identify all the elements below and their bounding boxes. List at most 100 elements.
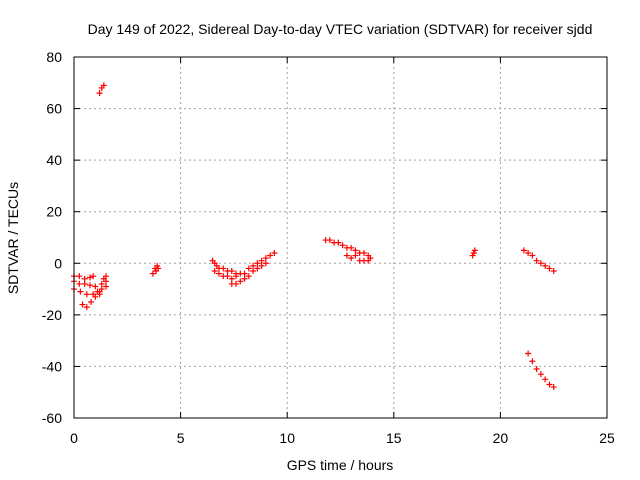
y-tick-label: 60 (46, 101, 62, 117)
grid (74, 57, 607, 418)
data-point (533, 257, 540, 264)
data-point (529, 358, 536, 365)
data-point (258, 262, 265, 269)
data-points (71, 82, 557, 391)
data-point (96, 291, 103, 298)
data-point (550, 268, 557, 275)
axis-ticks: 0 5 10 15 20 25 -60 -40 -20 0 20 40 60 80 (42, 49, 615, 446)
series-seg-0 (71, 273, 109, 311)
y-tick-label: -60 (42, 410, 62, 426)
y-tick-label: 80 (46, 49, 62, 65)
y-tick-label: -20 (42, 307, 62, 323)
data-point (352, 252, 359, 259)
data-point (102, 278, 109, 285)
series-seg-2 (149, 262, 162, 277)
data-point (245, 265, 252, 272)
data-point (525, 350, 532, 357)
data-point (81, 275, 88, 282)
data-point (83, 291, 90, 298)
data-point (76, 273, 83, 280)
data-point (343, 252, 350, 259)
data-point (525, 249, 532, 256)
data-point (76, 280, 83, 287)
data-point (215, 270, 222, 277)
plot-frame (73, 56, 608, 419)
y-tick-label: 0 (54, 255, 62, 271)
data-point (250, 268, 257, 275)
data-point (267, 252, 274, 259)
data-point (348, 244, 355, 251)
data-point (149, 270, 156, 277)
series-seg-3 (209, 249, 278, 287)
data-point (352, 247, 359, 254)
data-point (241, 270, 248, 277)
data-point (233, 280, 240, 287)
x-tick-label: 20 (493, 430, 509, 446)
data-point (537, 371, 544, 378)
data-point (533, 366, 540, 373)
y-tick-label: -40 (42, 358, 62, 374)
data-point (546, 381, 553, 388)
data-point (233, 273, 240, 280)
data-point (88, 298, 95, 305)
data-point (262, 260, 269, 267)
data-point (271, 249, 278, 256)
data-point (367, 255, 374, 262)
data-point (542, 376, 549, 383)
data-point (258, 257, 265, 264)
data-point (92, 293, 99, 300)
data-point (537, 260, 544, 267)
chart-title: Day 149 of 2022, Sidereal Day-to-day VTE… (88, 21, 593, 37)
data-point (102, 273, 109, 280)
data-point (79, 301, 86, 308)
y-tick-label: 20 (46, 204, 62, 220)
data-point (262, 255, 269, 262)
data-point (86, 274, 93, 281)
data-point (335, 239, 342, 246)
data-point (542, 262, 549, 269)
data-point (81, 280, 88, 287)
data-point (360, 249, 367, 256)
x-tick-label: 10 (279, 430, 295, 446)
data-point (250, 262, 257, 269)
data-point (254, 265, 261, 272)
data-point (241, 275, 248, 282)
data-point (520, 247, 527, 254)
x-tick-label: 15 (386, 430, 402, 446)
data-point (92, 283, 99, 290)
data-point (237, 278, 244, 285)
data-point (471, 247, 478, 254)
data-point (228, 275, 235, 282)
data-point (220, 265, 227, 272)
data-point (224, 273, 231, 280)
data-point (245, 273, 252, 280)
data-point (348, 255, 355, 262)
data-point (326, 237, 333, 244)
data-point (83, 304, 90, 311)
data-point (339, 242, 346, 249)
data-point (102, 283, 109, 290)
y-axis-label: SDTVAR / TECUs (5, 182, 21, 294)
x-axis-label: GPS time / hours (287, 457, 394, 473)
series-seg-4 (322, 237, 374, 264)
data-point (77, 288, 84, 295)
data-point (211, 268, 218, 275)
data-point (98, 280, 105, 287)
data-point (529, 252, 536, 259)
series-seg-7 (525, 350, 557, 391)
data-point (90, 273, 97, 280)
series-seg-6 (520, 247, 557, 275)
x-tick-label: 25 (599, 430, 615, 446)
data-point (96, 90, 103, 97)
x-tick-label: 0 (70, 430, 78, 446)
data-point (228, 268, 235, 275)
data-point (155, 265, 162, 272)
data-point (86, 282, 93, 289)
data-point (254, 260, 261, 267)
x-tick-label: 5 (177, 430, 185, 446)
data-point (546, 265, 553, 272)
data-point (100, 82, 107, 89)
data-point (550, 384, 557, 391)
series-seg-5 (469, 247, 478, 259)
